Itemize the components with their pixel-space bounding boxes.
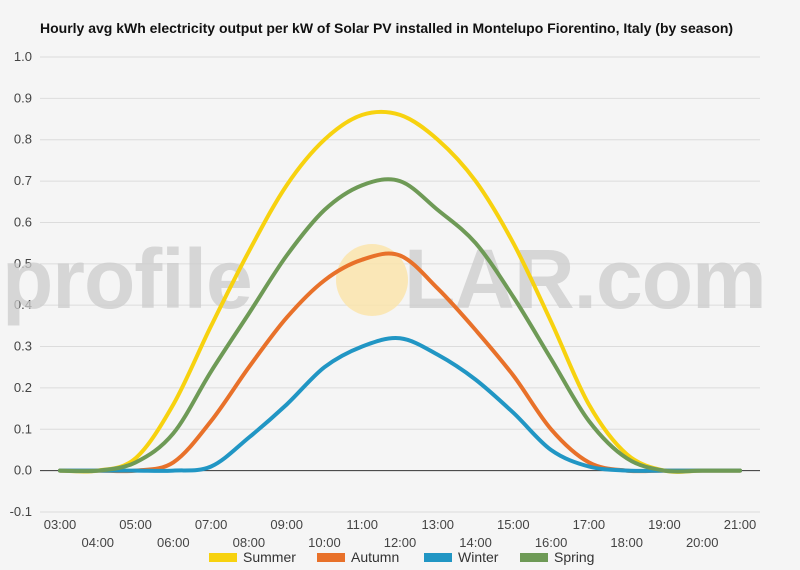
legend-swatch-autumn bbox=[317, 553, 345, 562]
legend-label-winter: Winter bbox=[458, 549, 499, 565]
x-tick-label: 06:00 bbox=[157, 535, 190, 550]
x-tick-label: 20:00 bbox=[686, 535, 719, 550]
x-tick-label: 21:00 bbox=[724, 517, 757, 532]
x-tick-label: 03:00 bbox=[44, 517, 77, 532]
y-tick-label: 0.6 bbox=[14, 214, 32, 229]
y-tick-label: 0.7 bbox=[14, 173, 32, 188]
y-tick-label: 0.4 bbox=[14, 297, 32, 312]
watermark: profile LAR.com bbox=[2, 232, 767, 326]
x-tick-label: 10:00 bbox=[308, 535, 341, 550]
y-tick-label: 0.5 bbox=[14, 256, 32, 271]
x-tick-label: 12:00 bbox=[384, 535, 417, 550]
x-tick-label: 19:00 bbox=[648, 517, 681, 532]
x-tick-label: 18:00 bbox=[610, 535, 643, 550]
legend-label-spring: Spring bbox=[554, 549, 594, 565]
y-tick-label: 0.9 bbox=[14, 90, 32, 105]
chart-title: Hourly avg kWh electricity output per kW… bbox=[40, 20, 734, 36]
x-tick-label: 05:00 bbox=[119, 517, 152, 532]
x-tick-label: 15:00 bbox=[497, 517, 530, 532]
legend-label-autumn: Autumn bbox=[351, 549, 399, 565]
y-tick-label: 0.2 bbox=[14, 380, 32, 395]
y-tick-label: 0.1 bbox=[14, 421, 32, 436]
x-tick-label: 13:00 bbox=[422, 517, 455, 532]
y-tick-label: -0.1 bbox=[10, 504, 32, 519]
x-tick-label: 17:00 bbox=[573, 517, 606, 532]
y-tick-label: 0.3 bbox=[14, 339, 32, 354]
watermark-text-right: LAR.com bbox=[404, 232, 766, 326]
legend: Summer Autumn Winter Spring bbox=[209, 549, 594, 565]
x-tick-label: 07:00 bbox=[195, 517, 228, 532]
watermark-text-left: profile bbox=[2, 232, 252, 326]
series-line-spring bbox=[58, 177, 742, 474]
x-tick-label: 14:00 bbox=[459, 535, 492, 550]
x-axis-ticks: 03:00 04:00 05:00 06:00 07:00 08:00 09:00 10:00… bbox=[44, 517, 757, 550]
legend-label-summer: Summer bbox=[243, 549, 296, 565]
x-tick-label: 16:00 bbox=[535, 535, 568, 550]
legend-swatch-spring bbox=[520, 553, 548, 562]
legend-swatch-winter bbox=[424, 553, 452, 562]
x-tick-label: 08:00 bbox=[233, 535, 266, 550]
series-line-winter bbox=[58, 336, 742, 473]
x-tick-label: 11:00 bbox=[346, 517, 378, 532]
y-tick-label: 0.0 bbox=[14, 463, 32, 478]
y-tick-label: 0.8 bbox=[14, 132, 32, 147]
legend-swatch-summer bbox=[209, 553, 237, 562]
series-lines bbox=[58, 109, 742, 474]
y-axis-ticks: 1.0 0.9 0.8 0.7 0.6 0.5 0.4 0.3 0.2 0.1 0.0 -0.1 bbox=[10, 49, 32, 519]
y-tick-label: 1.0 bbox=[14, 49, 32, 64]
x-tick-label: 04:00 bbox=[82, 535, 115, 550]
series-line-summer bbox=[58, 109, 742, 474]
x-tick-label: 09:00 bbox=[270, 517, 303, 532]
